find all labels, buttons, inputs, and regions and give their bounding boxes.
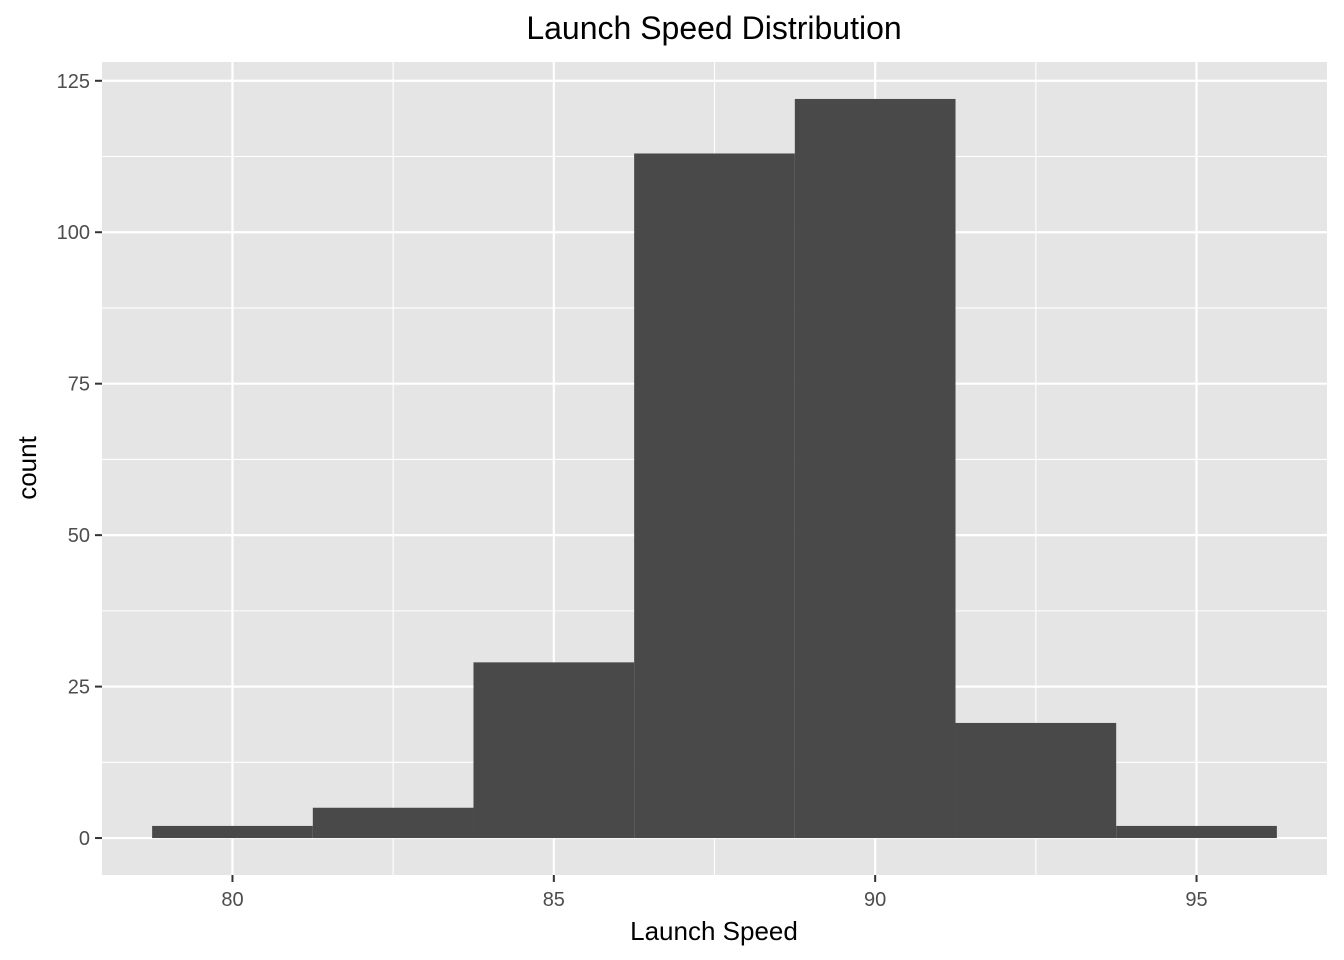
histogram-bar	[634, 153, 795, 839]
y-tick-label: 25	[68, 677, 90, 699]
y-tick-label: 0	[79, 828, 90, 850]
x-tick-label: 95	[1185, 889, 1207, 911]
histogram-bars	[152, 98, 1277, 839]
y-axis-title: count	[12, 435, 42, 499]
histogram-bar	[473, 662, 635, 839]
y-tick-label: 50	[68, 525, 90, 547]
y-axis: 0 25 50 75 100 125	[57, 71, 102, 850]
x-axis: 80 85 90 95	[221, 875, 1208, 911]
histogram-bar	[794, 98, 956, 839]
y-tick-label: 125	[57, 71, 90, 93]
chart-title: Launch Speed Distribution	[526, 10, 901, 46]
histogram-bar	[312, 807, 474, 839]
histogram-bar	[1116, 825, 1277, 839]
y-tick-label: 75	[68, 374, 90, 396]
histogram-bar	[152, 825, 313, 839]
x-tick-label: 90	[864, 889, 886, 911]
x-tick-label: 80	[221, 889, 243, 911]
histogram-bar	[955, 722, 1117, 839]
y-tick-label: 100	[57, 222, 90, 244]
x-axis-title: Launch Speed	[630, 916, 798, 946]
x-tick-label: 85	[543, 889, 565, 911]
